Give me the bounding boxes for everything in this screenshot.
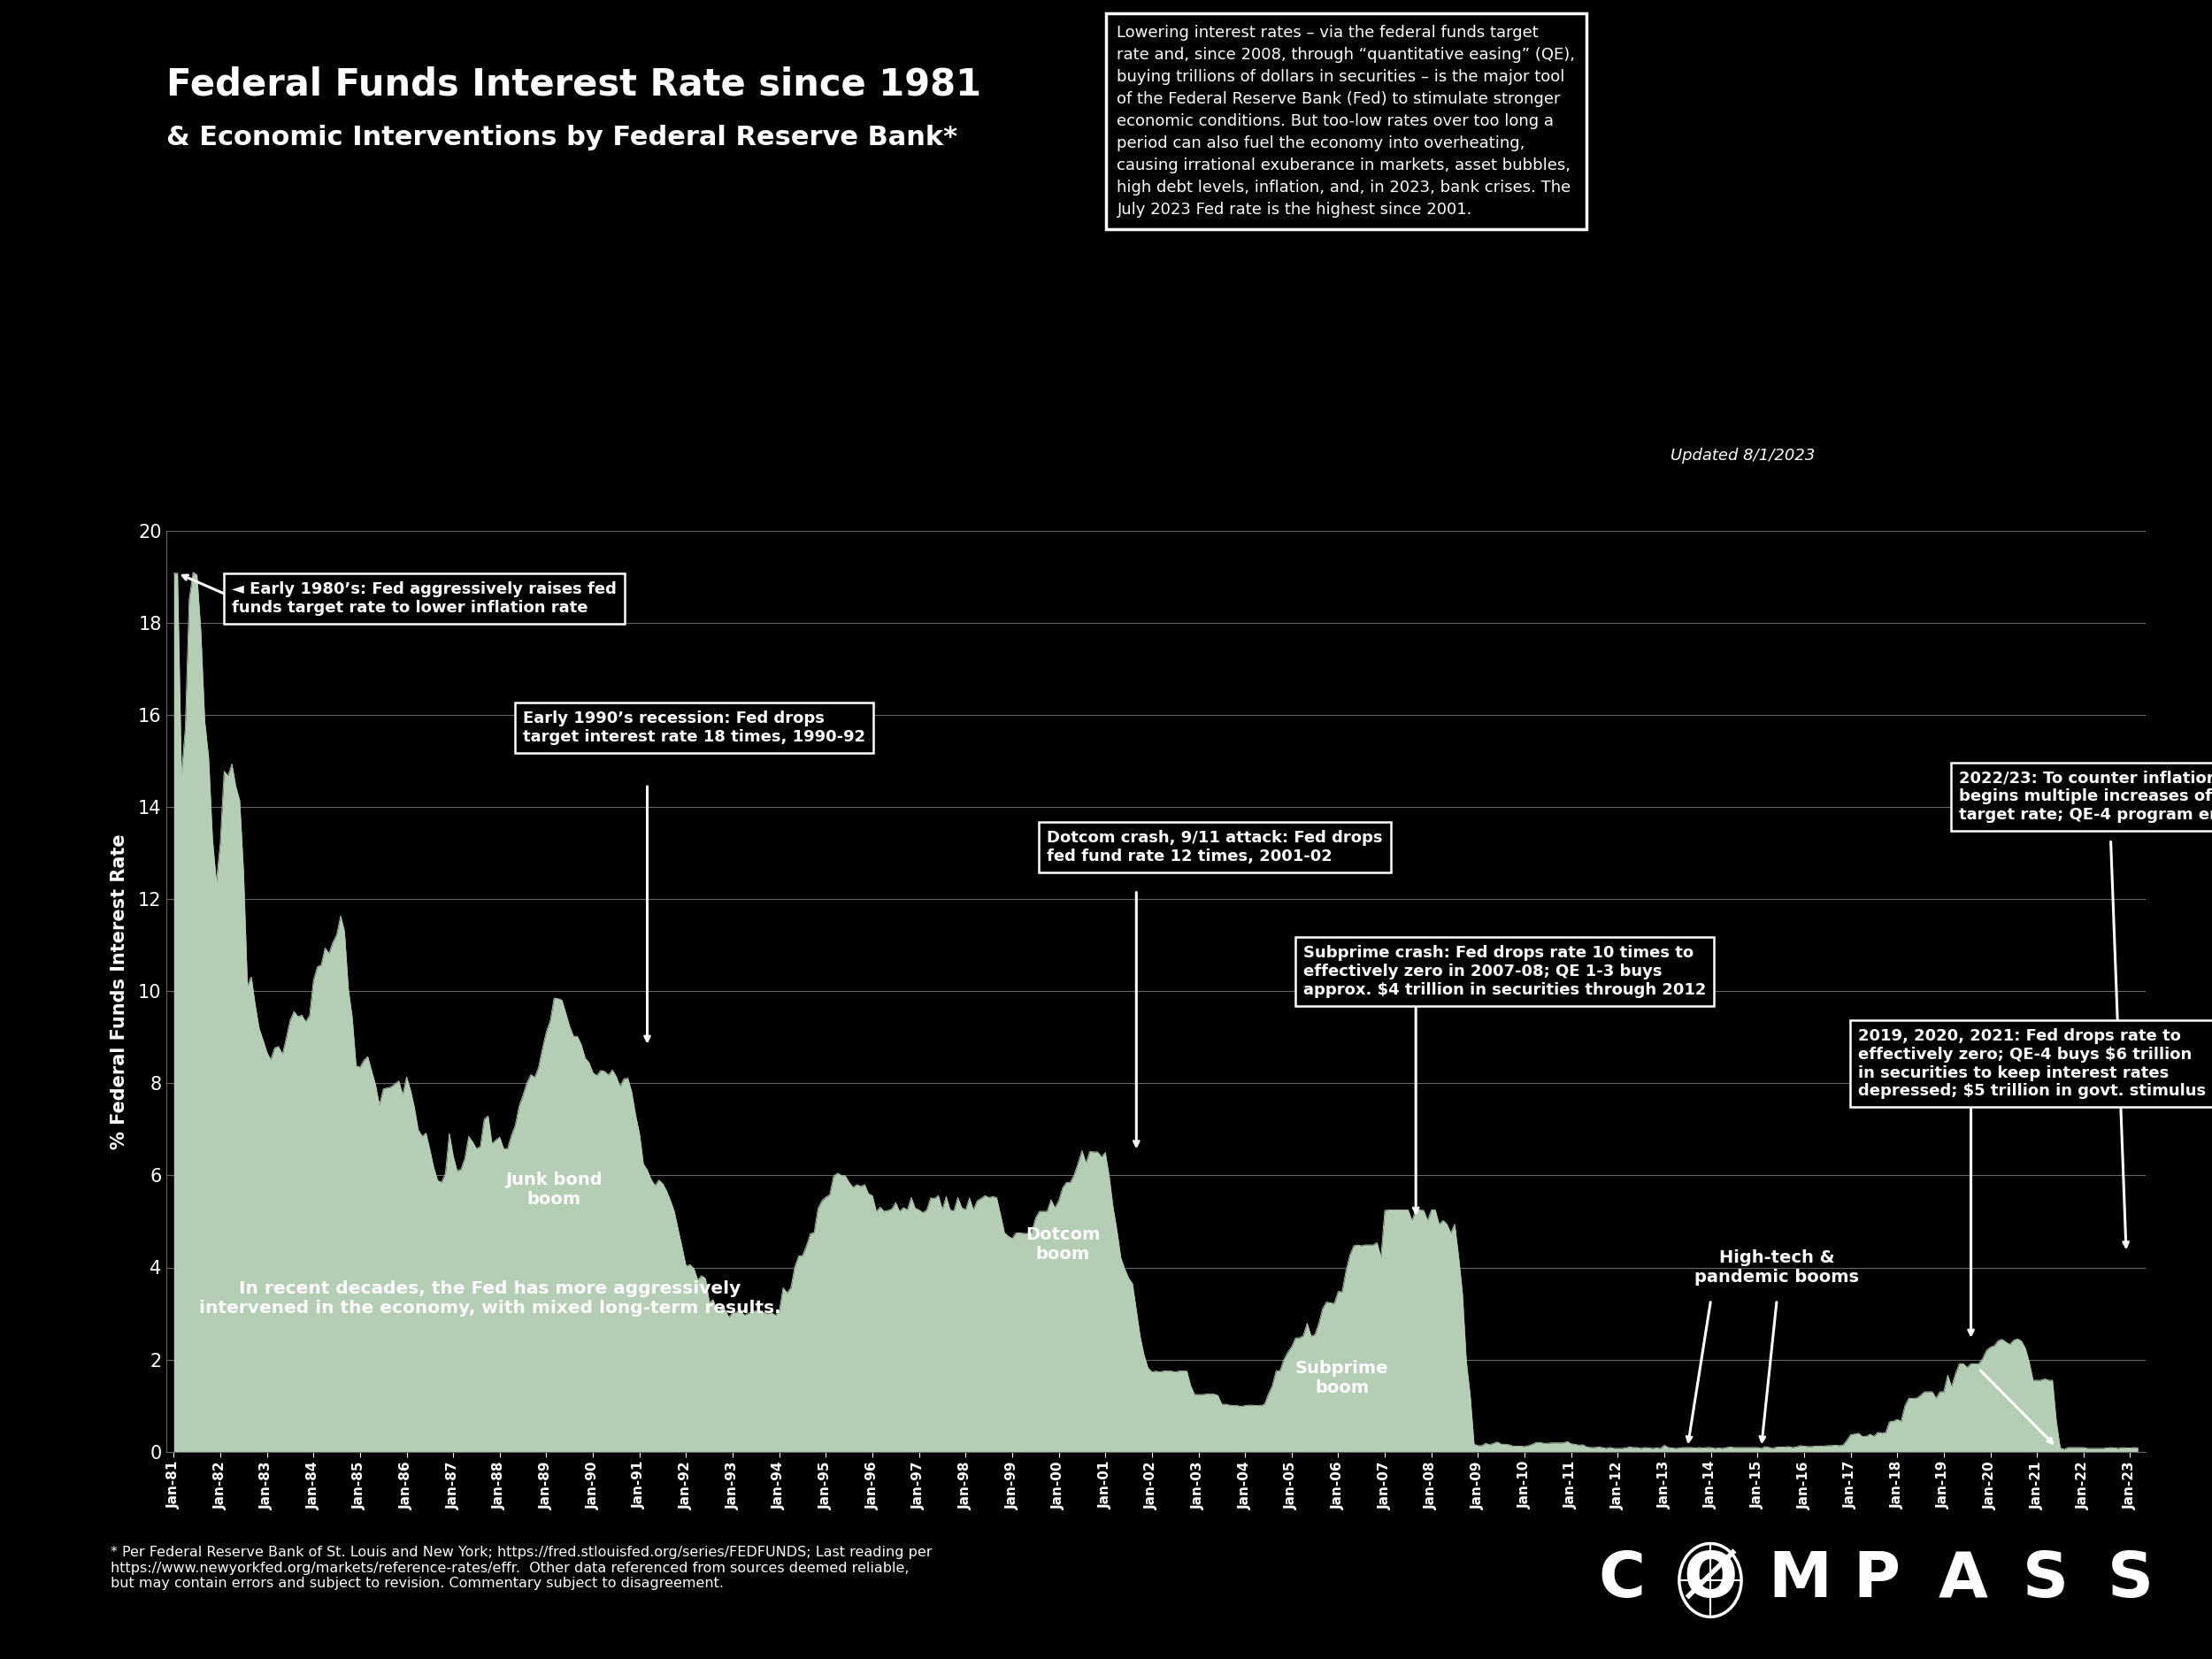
Text: & Economic Interventions by Federal Reserve Bank*: & Economic Interventions by Federal Rese…: [166, 124, 958, 149]
Text: Lowering interest rates – via the federal funds target
rate and, since 2008, thr: Lowering interest rates – via the federa…: [1117, 25, 1575, 217]
Text: Early 1990’s recession: Fed drops
target interest rate 18 times, 1990-92: Early 1990’s recession: Fed drops target…: [522, 710, 865, 745]
Text: Ø: Ø: [1683, 1550, 1739, 1611]
Text: Subprime
boom: Subprime boom: [1296, 1360, 1389, 1397]
Y-axis label: % Federal Funds Interest Rate: % Federal Funds Interest Rate: [111, 833, 128, 1150]
Text: High-tech &
pandemic booms: High-tech & pandemic booms: [1694, 1249, 1858, 1286]
Text: Federal Funds Interest Rate since 1981: Federal Funds Interest Rate since 1981: [166, 66, 980, 103]
Text: * Per Federal Reserve Bank of St. Louis and New York; https://fred.stlouisfed.or: * Per Federal Reserve Bank of St. Louis …: [111, 1546, 931, 1591]
Text: 2022/23: To counter inflation, Fed
begins multiple increases of
target rate; QE-: 2022/23: To counter inflation, Fed begin…: [1960, 770, 2212, 823]
Text: C: C: [1599, 1550, 1646, 1611]
Text: Dotcom crash, 9/11 attack: Fed drops
fed fund rate 12 times, 2001-02: Dotcom crash, 9/11 attack: Fed drops fed…: [1046, 830, 1382, 864]
Text: S: S: [2108, 1550, 2154, 1611]
Text: M: M: [1767, 1550, 1832, 1611]
Text: In recent decades, the Fed has more aggressively
intervened in the economy, with: In recent decades, the Fed has more aggr…: [199, 1281, 781, 1317]
Text: ◄ Early 1980’s: Fed aggressively raises fed
funds target rate to lower inflation: ◄ Early 1980’s: Fed aggressively raises …: [232, 582, 617, 615]
Text: Updated 8/1/2023: Updated 8/1/2023: [1670, 448, 1814, 465]
Text: A: A: [1938, 1550, 1986, 1611]
Text: Dotcom
boom: Dotcom boom: [1026, 1226, 1099, 1262]
Text: S: S: [2022, 1550, 2068, 1611]
Text: P: P: [1854, 1550, 1900, 1611]
Text: Junk bond
boom: Junk bond boom: [507, 1171, 602, 1208]
Text: Subprime crash: Fed drops rate 10 times to
effectively zero in 2007-08; QE 1-3 b: Subprime crash: Fed drops rate 10 times …: [1303, 946, 1705, 999]
Text: 2019, 2020, 2021: Fed drops rate to
effectively zero; QE-4 buys $6 trillion
in s: 2019, 2020, 2021: Fed drops rate to effe…: [1858, 1029, 2205, 1100]
